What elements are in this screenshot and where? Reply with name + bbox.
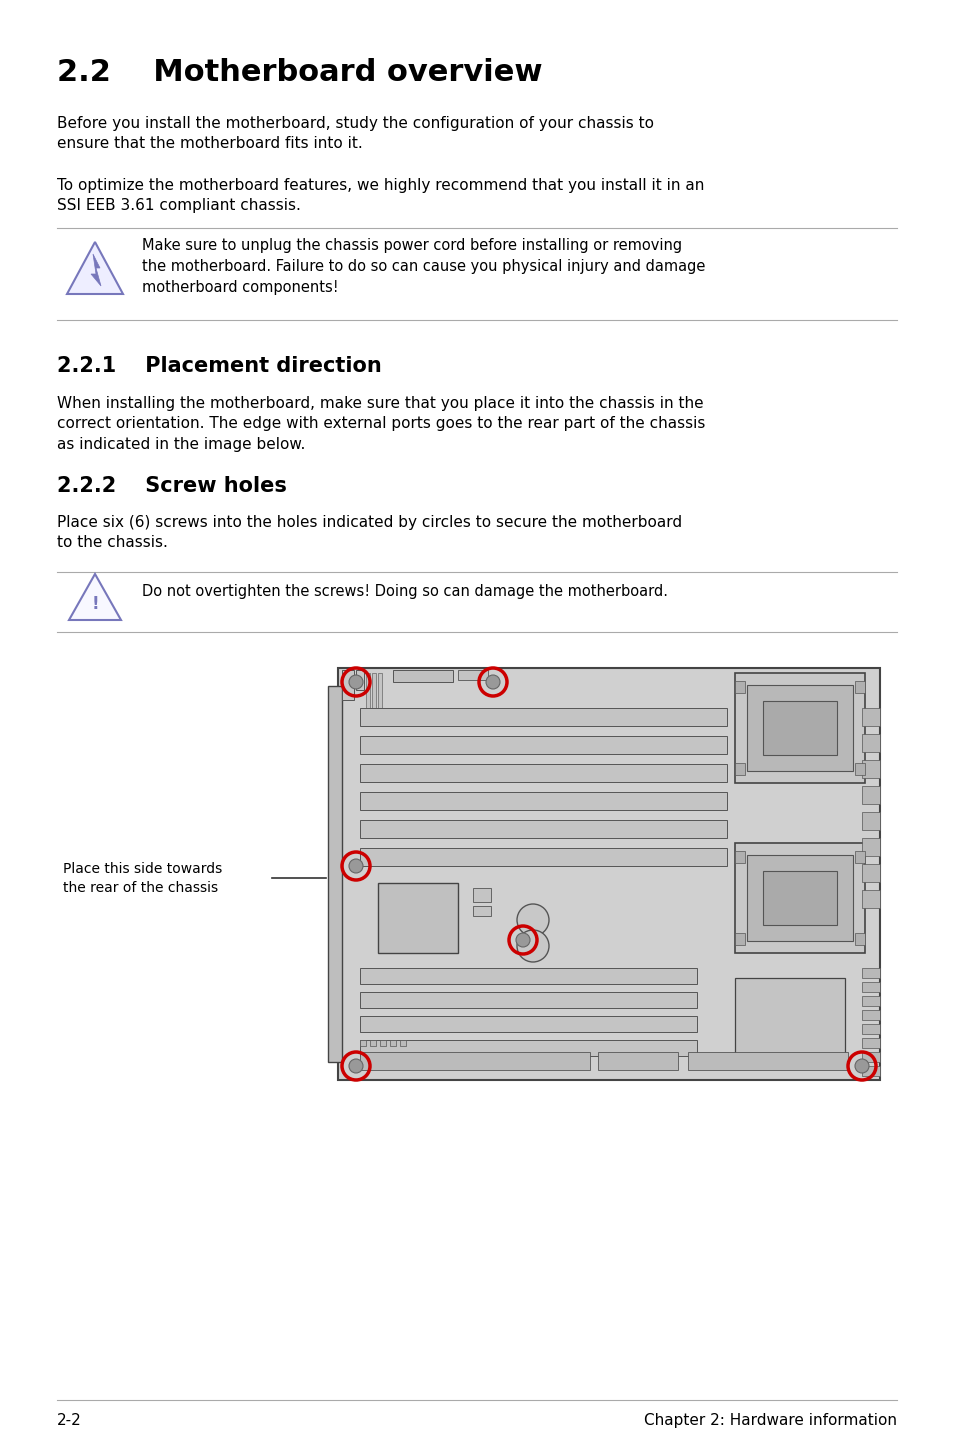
Bar bbox=[854, 933, 864, 945]
Circle shape bbox=[349, 1058, 363, 1073]
Circle shape bbox=[517, 905, 548, 936]
Bar bbox=[337, 669, 879, 1080]
Bar bbox=[862, 733, 879, 752]
Polygon shape bbox=[91, 255, 101, 286]
Bar bbox=[598, 1053, 678, 1070]
Bar bbox=[862, 968, 879, 978]
Bar bbox=[372, 673, 375, 713]
Text: 2-2: 2-2 bbox=[57, 1414, 82, 1428]
Bar bbox=[359, 764, 726, 782]
Circle shape bbox=[485, 674, 499, 689]
Bar bbox=[746, 684, 852, 771]
Bar bbox=[862, 707, 879, 726]
Text: Do not overtighten the screws! Doing so can damage the motherboard.: Do not overtighten the screws! Doing so … bbox=[142, 584, 667, 600]
Bar bbox=[734, 682, 744, 693]
Bar bbox=[370, 1040, 375, 1045]
Text: 2.2    Motherboard overview: 2.2 Motherboard overview bbox=[57, 58, 542, 88]
Bar bbox=[359, 1040, 697, 1055]
Bar bbox=[457, 670, 488, 680]
Bar bbox=[377, 673, 381, 713]
Bar bbox=[862, 1024, 879, 1034]
Bar bbox=[473, 889, 491, 902]
Bar bbox=[734, 851, 744, 863]
Bar bbox=[862, 890, 879, 907]
Polygon shape bbox=[69, 574, 121, 620]
Circle shape bbox=[349, 674, 363, 689]
Bar bbox=[359, 992, 697, 1008]
Bar bbox=[854, 851, 864, 863]
Bar bbox=[862, 982, 879, 992]
Bar bbox=[854, 682, 864, 693]
Bar bbox=[746, 856, 852, 940]
Bar bbox=[734, 843, 864, 953]
Circle shape bbox=[854, 1058, 868, 1073]
Text: 2.2.2    Screw holes: 2.2.2 Screw holes bbox=[57, 476, 287, 496]
Text: When installing the motherboard, make sure that you place it into the chassis in: When installing the motherboard, make su… bbox=[57, 395, 704, 452]
Bar bbox=[734, 933, 744, 945]
Bar bbox=[359, 736, 726, 754]
Bar bbox=[393, 670, 453, 682]
Bar bbox=[359, 1053, 589, 1070]
Bar bbox=[862, 864, 879, 881]
Text: Before you install the motherboard, study the configuration of your chassis to
e: Before you install the motherboard, stud… bbox=[57, 116, 654, 151]
Text: 2.2.1    Placement direction: 2.2.1 Placement direction bbox=[57, 357, 381, 375]
Bar bbox=[862, 1038, 879, 1048]
Circle shape bbox=[516, 933, 530, 948]
Circle shape bbox=[349, 858, 363, 873]
Bar bbox=[734, 978, 844, 1058]
Bar bbox=[377, 883, 457, 953]
Bar bbox=[734, 673, 864, 784]
Bar bbox=[355, 670, 364, 690]
Bar bbox=[359, 1040, 366, 1045]
Bar bbox=[862, 1066, 879, 1076]
Bar bbox=[762, 700, 836, 755]
Bar bbox=[862, 761, 879, 778]
Text: Place this side towards
the rear of the chassis: Place this side towards the rear of the … bbox=[63, 861, 222, 896]
Bar bbox=[862, 1053, 879, 1063]
Bar bbox=[359, 792, 726, 810]
Circle shape bbox=[517, 930, 548, 962]
Bar bbox=[854, 764, 864, 775]
Bar bbox=[341, 670, 354, 700]
Text: Place six (6) screws into the holes indicated by circles to secure the motherboa: Place six (6) screws into the holes indi… bbox=[57, 515, 681, 551]
Bar bbox=[359, 820, 726, 838]
Text: Make sure to unplug the chassis power cord before installing or removing
the mot: Make sure to unplug the chassis power co… bbox=[142, 239, 704, 295]
Bar bbox=[862, 787, 879, 804]
Bar bbox=[359, 707, 726, 726]
Bar bbox=[359, 1017, 697, 1032]
Bar bbox=[862, 812, 879, 830]
Bar bbox=[862, 1009, 879, 1020]
Bar bbox=[734, 764, 744, 775]
Bar bbox=[390, 1040, 395, 1045]
Bar bbox=[473, 906, 491, 916]
Bar bbox=[366, 673, 370, 713]
Bar bbox=[862, 997, 879, 1007]
Text: Chapter 2: Hardware information: Chapter 2: Hardware information bbox=[643, 1414, 896, 1428]
Bar bbox=[328, 686, 341, 1063]
Text: !: ! bbox=[91, 595, 99, 613]
Bar bbox=[399, 1040, 406, 1045]
Bar bbox=[359, 848, 726, 866]
Bar bbox=[687, 1053, 847, 1070]
Bar bbox=[762, 871, 836, 925]
Bar bbox=[359, 968, 697, 984]
Bar bbox=[379, 1040, 386, 1045]
Bar bbox=[862, 838, 879, 856]
Text: To optimize the motherboard features, we highly recommend that you install it in: To optimize the motherboard features, we… bbox=[57, 178, 703, 213]
Polygon shape bbox=[67, 242, 123, 293]
